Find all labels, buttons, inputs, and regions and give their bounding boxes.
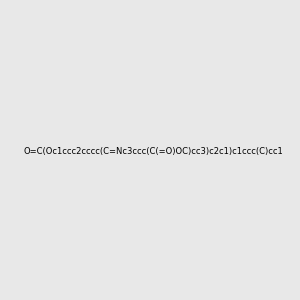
Text: O=C(Oc1ccc2cccc(C=Nc3ccc(C(=O)OC)cc3)c2c1)c1ccc(C)cc1: O=C(Oc1ccc2cccc(C=Nc3ccc(C(=O)OC)cc3)c2c… bbox=[24, 147, 284, 156]
